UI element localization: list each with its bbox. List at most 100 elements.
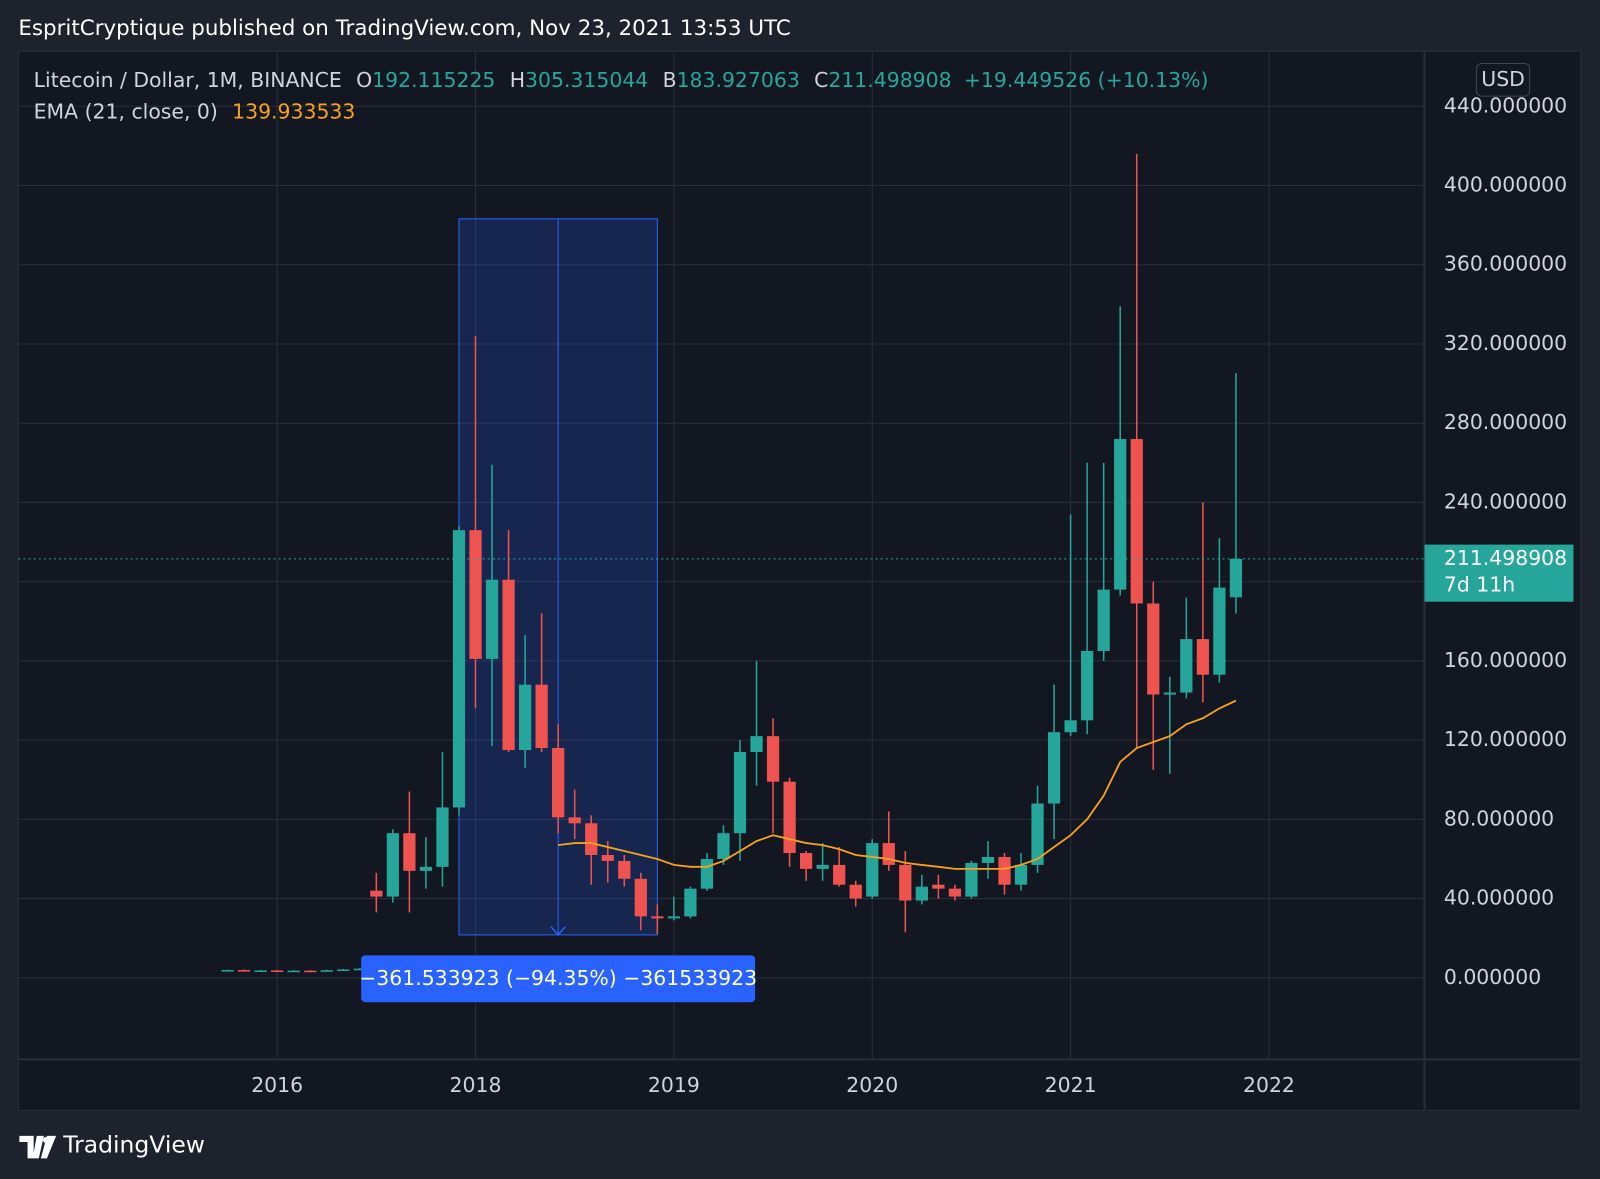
legend-value: 192.115225 bbox=[372, 68, 495, 92]
candle-body bbox=[485, 579, 499, 659]
candle-body bbox=[816, 864, 829, 869]
x-tick-label: 2020 bbox=[846, 1073, 898, 1097]
legend: Litecoin / Dollar, 1M, BINANCE O192.11522… bbox=[34, 68, 1209, 92]
y-tick-label: 440.000000 bbox=[1444, 93, 1567, 117]
candle-body bbox=[585, 823, 598, 855]
candle-body bbox=[899, 864, 912, 901]
y-tick-label: 360.000000 bbox=[1444, 252, 1567, 276]
candle-body bbox=[667, 916, 680, 919]
legend-value: 183.927063 bbox=[677, 68, 800, 92]
candle-body bbox=[866, 843, 879, 897]
y-tick-label: 0.000000 bbox=[1444, 965, 1541, 989]
y-tick-label: 280.000000 bbox=[1444, 410, 1567, 434]
candle-body bbox=[1047, 732, 1061, 804]
candle-body bbox=[552, 748, 565, 818]
candle-body bbox=[1097, 589, 1110, 651]
logo-dot bbox=[42, 1136, 49, 1144]
candle-body bbox=[370, 890, 383, 897]
candle-body bbox=[436, 807, 449, 867]
y-tick-label: 400.000000 bbox=[1444, 173, 1567, 197]
candle-body bbox=[733, 751, 747, 834]
candle-body bbox=[452, 530, 466, 808]
candle-body bbox=[766, 736, 780, 782]
candle-body bbox=[403, 833, 416, 871]
candle-body bbox=[915, 886, 928, 901]
candle-body bbox=[1213, 587, 1226, 675]
candle-body bbox=[634, 878, 647, 917]
candle-body bbox=[1130, 439, 1143, 604]
measure-label-box bbox=[361, 955, 756, 1003]
publish-title: EspritCryptique published on TradingView… bbox=[18, 16, 790, 41]
candle-body bbox=[304, 970, 317, 973]
x-tick-label: 2021 bbox=[1045, 1073, 1097, 1097]
x-tick-label: 2018 bbox=[450, 1073, 502, 1097]
legend-value: 305.315044 bbox=[525, 68, 648, 92]
candle-body bbox=[1014, 864, 1028, 885]
candle-body bbox=[700, 858, 714, 889]
legend-key: C bbox=[814, 68, 828, 92]
y-tick-label: 40.000000 bbox=[1444, 886, 1554, 910]
candle-body bbox=[932, 884, 945, 889]
candle-body bbox=[568, 817, 581, 824]
candle-body bbox=[948, 888, 962, 897]
ema-line bbox=[558, 699, 1237, 870]
candle-body bbox=[1196, 639, 1209, 675]
candle-body bbox=[353, 968, 366, 971]
candle-body bbox=[502, 579, 515, 751]
grid bbox=[18, 51, 1425, 1060]
candle-body bbox=[1147, 603, 1160, 695]
brand: TradingView bbox=[62, 1131, 205, 1159]
legend-key: O bbox=[356, 68, 372, 92]
candle-body bbox=[386, 833, 399, 897]
candle-body bbox=[1180, 639, 1193, 693]
candle-body bbox=[1114, 439, 1127, 590]
legend-value: 211.498908 bbox=[828, 68, 951, 92]
ema-name: EMA (21, close, 0) bbox=[34, 99, 218, 123]
ema-legend: EMA (21, close, 0) 139.933533 bbox=[34, 99, 356, 123]
tradingview-logo bbox=[19, 1135, 57, 1159]
candle-body bbox=[965, 862, 978, 897]
currency[interactable]: USD bbox=[1481, 67, 1525, 91]
candle-body bbox=[320, 970, 333, 972]
candle-body bbox=[783, 781, 796, 854]
candle-body bbox=[419, 866, 433, 871]
candle-body bbox=[1064, 720, 1077, 733]
last-price-label: 211.498908 bbox=[1444, 546, 1567, 570]
legend-key: B bbox=[663, 68, 677, 92]
candle-body bbox=[849, 884, 862, 899]
measure-arrowhead bbox=[550, 926, 566, 937]
y-tick-label: 320.000000 bbox=[1444, 331, 1567, 355]
candle-body bbox=[287, 970, 300, 973]
y-tick-label: 160.000000 bbox=[1444, 648, 1567, 672]
legend-key: H bbox=[510, 68, 525, 92]
currency-box[interactable] bbox=[1476, 62, 1531, 97]
candle-body bbox=[684, 888, 697, 917]
last-price-box bbox=[1424, 544, 1574, 602]
candle-body bbox=[1163, 692, 1176, 695]
x-tick-label: 2016 bbox=[251, 1073, 303, 1097]
candle-body bbox=[717, 833, 730, 859]
candle-body bbox=[981, 856, 995, 863]
candle-body bbox=[254, 970, 267, 972]
candle-body bbox=[1031, 803, 1044, 865]
candle-body bbox=[535, 684, 548, 749]
y-tick-label: 80.000000 bbox=[1444, 806, 1554, 830]
countdown: 7d 11h bbox=[1444, 572, 1515, 596]
y-tick-label: 120.000000 bbox=[1444, 727, 1567, 751]
candle-body bbox=[271, 970, 284, 972]
axes: 0.000000 40.000000 80.000000 120.000000 160.… bbox=[251, 93, 1574, 1097]
candle-body bbox=[337, 969, 350, 972]
ema-value: 139.933533 bbox=[232, 99, 355, 123]
symbol: Litecoin / Dollar, 1M, BINANCE bbox=[34, 68, 342, 92]
change: +19.449526 (+10.13%) bbox=[964, 68, 1209, 92]
candle-body bbox=[882, 843, 895, 865]
candle-body bbox=[651, 916, 664, 919]
plot: −361.533923 (−94.35%) −361533923 bbox=[18, 153, 1425, 1003]
candle-body bbox=[221, 970, 234, 972]
candle-body bbox=[800, 853, 813, 869]
candle-body bbox=[1081, 650, 1094, 721]
candle-body bbox=[469, 530, 482, 659]
candle-body bbox=[518, 684, 532, 751]
candle-body bbox=[237, 970, 251, 972]
